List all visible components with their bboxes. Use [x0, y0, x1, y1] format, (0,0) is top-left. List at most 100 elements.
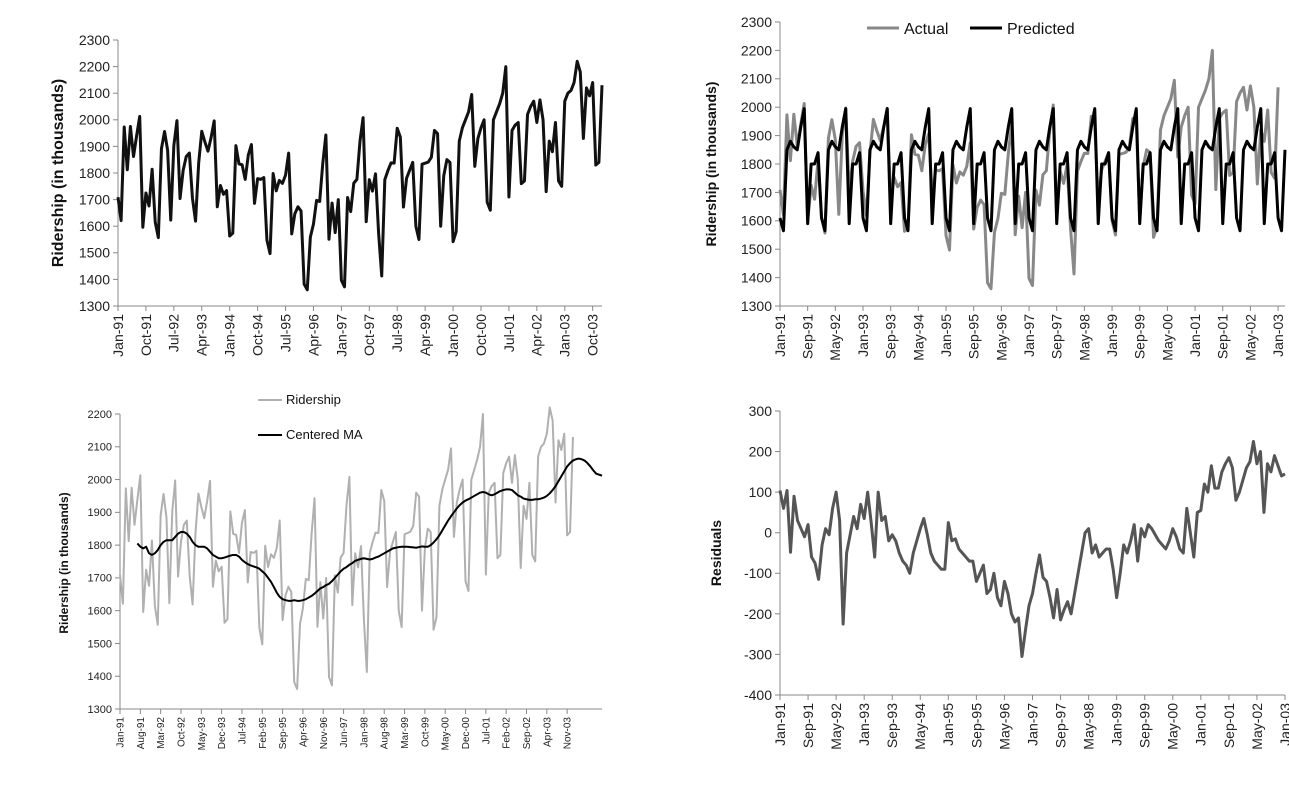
x-tick-label: Oct-99: [420, 717, 431, 747]
y-tick-label: 100: [749, 484, 773, 500]
x-tick-label: Jan-91: [116, 717, 127, 748]
x-tick-label: Oct-92: [176, 717, 187, 747]
y-tick-label: -300: [744, 646, 772, 662]
y-tick-label: 1500: [741, 241, 772, 257]
y-tick-label: 2300: [79, 32, 110, 48]
y-axis-label: Ridership (in thousands): [50, 79, 67, 267]
series-line-actual: [778, 48, 1280, 291]
x-tick-label: Mar-99: [400, 717, 411, 749]
y-tick-label: 1300: [88, 704, 112, 716]
x-tick-label: Feb-02: [502, 717, 513, 749]
y-tick-label: 1900: [79, 138, 110, 154]
legend: Actual Predicted: [867, 21, 1075, 38]
x-tick-label: Sep-91: [800, 314, 816, 359]
x-tick-label: Jan-98: [359, 717, 370, 748]
x-tick-label: Jan-93: [855, 314, 871, 357]
x-tick-label: Sep-97: [1052, 703, 1068, 748]
y-tick-label: 2100: [79, 85, 110, 101]
x-tick-label: Jan-03: [557, 314, 573, 357]
x-tick-label: Jan-03: [1270, 314, 1286, 357]
ridership-chart: 1300 1400 1500 1600 1700 1800 1900 2000 2100 2200…: [50, 32, 604, 357]
x-tick-label: Nov-03: [563, 717, 574, 750]
x-tick-label: Feb-95: [258, 717, 269, 749]
x-tick-label: Sep-02: [522, 717, 533, 750]
y-tick-label: 2000: [741, 99, 772, 115]
y-tick-label: 2000: [79, 112, 110, 128]
x-tick-label: Aug-91: [136, 717, 147, 750]
x-tick-label: Jan-97: [1021, 314, 1037, 357]
x-tick-label: Jul-95: [277, 314, 293, 352]
series-line-ridership: [119, 406, 574, 691]
y-tick-label: 1500: [88, 638, 112, 650]
y-tick-label: 300: [749, 403, 773, 419]
x-tick-label: Jul-01: [481, 717, 492, 745]
y-tick-label: 1900: [88, 507, 112, 519]
x-tick-label: Jan-91: [110, 314, 126, 357]
x-tick-label: Jan-95: [938, 314, 954, 357]
y-tick-label: 2100: [741, 71, 772, 87]
x-tick-label: Jul-01: [501, 314, 517, 352]
y-tick-label: -100: [744, 565, 772, 581]
x-tick-label: Jan-91: [772, 703, 788, 746]
y-tick-label: 1800: [88, 540, 112, 552]
y-tick-label: 1600: [79, 218, 110, 234]
x-tick-label: Jan-01: [1187, 314, 1203, 357]
x-tick-label: Jan-99: [1109, 703, 1125, 746]
x-tick-label: May-92: [828, 703, 844, 750]
x-tick-label: May-00: [1159, 314, 1175, 361]
y-tick-label: 2000: [88, 474, 112, 486]
x-tick-label: May-94: [912, 703, 928, 750]
x-tick-label: May-96: [993, 314, 1009, 361]
x-tick-label: Jan-95: [940, 703, 956, 746]
x-tick-label: Sep-91: [800, 703, 816, 748]
y-axis-label: Residuals: [708, 520, 724, 586]
x-tick-label: May-98: [1081, 703, 1097, 750]
y-tick-label: 2200: [79, 59, 110, 75]
x-tick-label: Oct-00: [473, 314, 489, 356]
x-tick-label: Sep-01: [1221, 703, 1237, 748]
x-tick-label: Sep-95: [968, 703, 984, 748]
x-tick-label: Jan-01: [1193, 703, 1209, 746]
y-tick-label: -200: [744, 606, 772, 622]
x-tick-label: Sep-99: [1137, 703, 1153, 748]
y-tick-label: 1900: [741, 128, 772, 144]
y-tick-label: 0: [764, 525, 772, 541]
x-tick-label: Nov-96: [319, 717, 330, 750]
x-tick-label: Sep-93: [883, 314, 899, 359]
plot-area: 1300 1400 1500 1600 1700 1800 1900 2000 2100 2200…: [88, 406, 603, 750]
x-tick-label: Mar-92: [156, 717, 167, 749]
x-tick-label: Dec-93: [217, 717, 228, 750]
x-tick-label: Jan-99: [1104, 314, 1120, 357]
y-tick-label: 1700: [88, 573, 112, 585]
legend-label-actual: Actual: [904, 21, 948, 38]
x-tick-label: May-94: [910, 314, 926, 361]
x-tick-label: Jul-98: [389, 314, 405, 352]
y-tick-label: 1800: [79, 165, 110, 181]
x-tick-label: Jul-94: [237, 717, 248, 745]
legend-label-predicted: Predicted: [1007, 21, 1075, 38]
y-tick-label: 1700: [79, 192, 110, 208]
x-tick-label: Jan-00: [445, 314, 461, 357]
x-tick-label: Apr-99: [417, 314, 433, 356]
x-tick-label: Jun-97: [339, 717, 350, 748]
series-line-1: [778, 439, 1286, 658]
series-line-predicted: [778, 107, 1287, 233]
x-tick-label: Jan-03: [1277, 703, 1289, 746]
y-tick-label: 1500: [79, 245, 110, 261]
y-tick-label: 1600: [741, 213, 772, 229]
x-tick-label: Apr-96: [305, 314, 321, 356]
legend: Ridership Centered MA: [258, 392, 363, 442]
x-tick-label: May-92: [827, 314, 843, 361]
actual-vs-predicted-chart: 1300 1400 1500 1600 1700 1800 1900 2000 2100 2200…: [703, 14, 1287, 361]
x-tick-label: Apr-96: [298, 717, 309, 747]
x-tick-label: Apr-02: [529, 314, 545, 356]
y-tick-label: 2100: [88, 442, 112, 454]
x-tick-label: Aug-98: [380, 717, 391, 750]
plot-area: 1300 1400 1500 1600 1700 1800 1900 2000 2100 2200…: [79, 32, 604, 357]
x-tick-label: Apr-03: [542, 717, 553, 747]
x-tick-label: Jan-94: [222, 314, 238, 357]
y-tick-label: 1600: [88, 606, 112, 618]
y-tick-label: 2200: [741, 42, 772, 58]
plot-area: 1300 1400 1500 1600 1700 1800 1900 2000 2100 2200…: [741, 14, 1287, 361]
x-tick-label: May-96: [996, 703, 1012, 750]
